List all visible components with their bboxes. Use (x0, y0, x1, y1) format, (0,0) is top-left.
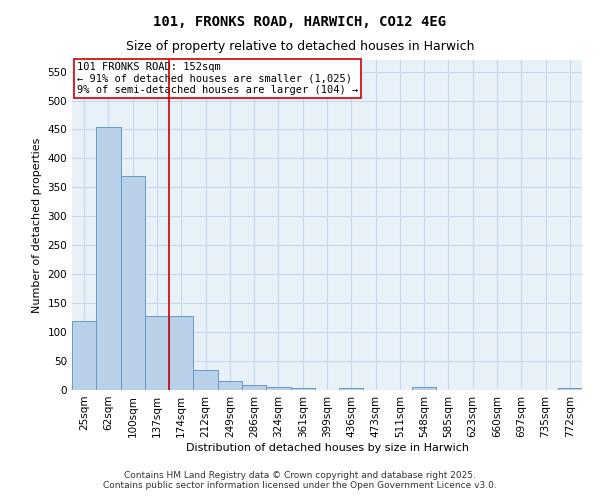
Bar (412, 387, 436, 390)
Bar (339, 388, 364, 390)
Text: Size of property relative to detached houses in Harwich: Size of property relative to detached ho… (126, 40, 474, 53)
Bar (72, 320, 96, 390)
Bar (242, 386, 266, 390)
Text: 101, FRONKS ROAD, HARWICH, CO12 4EG: 101, FRONKS ROAD, HARWICH, CO12 4EG (154, 15, 446, 29)
Bar (558, 388, 582, 390)
Bar (290, 388, 315, 390)
Bar (169, 316, 193, 390)
Bar (96, 126, 121, 390)
X-axis label: Distribution of detached houses by size in Harwich: Distribution of detached houses by size … (185, 442, 469, 452)
Bar (145, 316, 169, 390)
Bar (266, 387, 290, 390)
Text: 101 FRONKS ROAD: 152sqm
← 91% of detached houses are smaller (1,025)
9% of semi-: 101 FRONKS ROAD: 152sqm ← 91% of detache… (77, 62, 358, 95)
Bar (218, 382, 242, 390)
Bar (193, 370, 218, 390)
Y-axis label: Number of detached properties: Number of detached properties (32, 138, 42, 312)
Text: Contains HM Land Registry data © Crown copyright and database right 2025.
Contai: Contains HM Land Registry data © Crown c… (103, 470, 497, 490)
Bar (121, 176, 145, 390)
